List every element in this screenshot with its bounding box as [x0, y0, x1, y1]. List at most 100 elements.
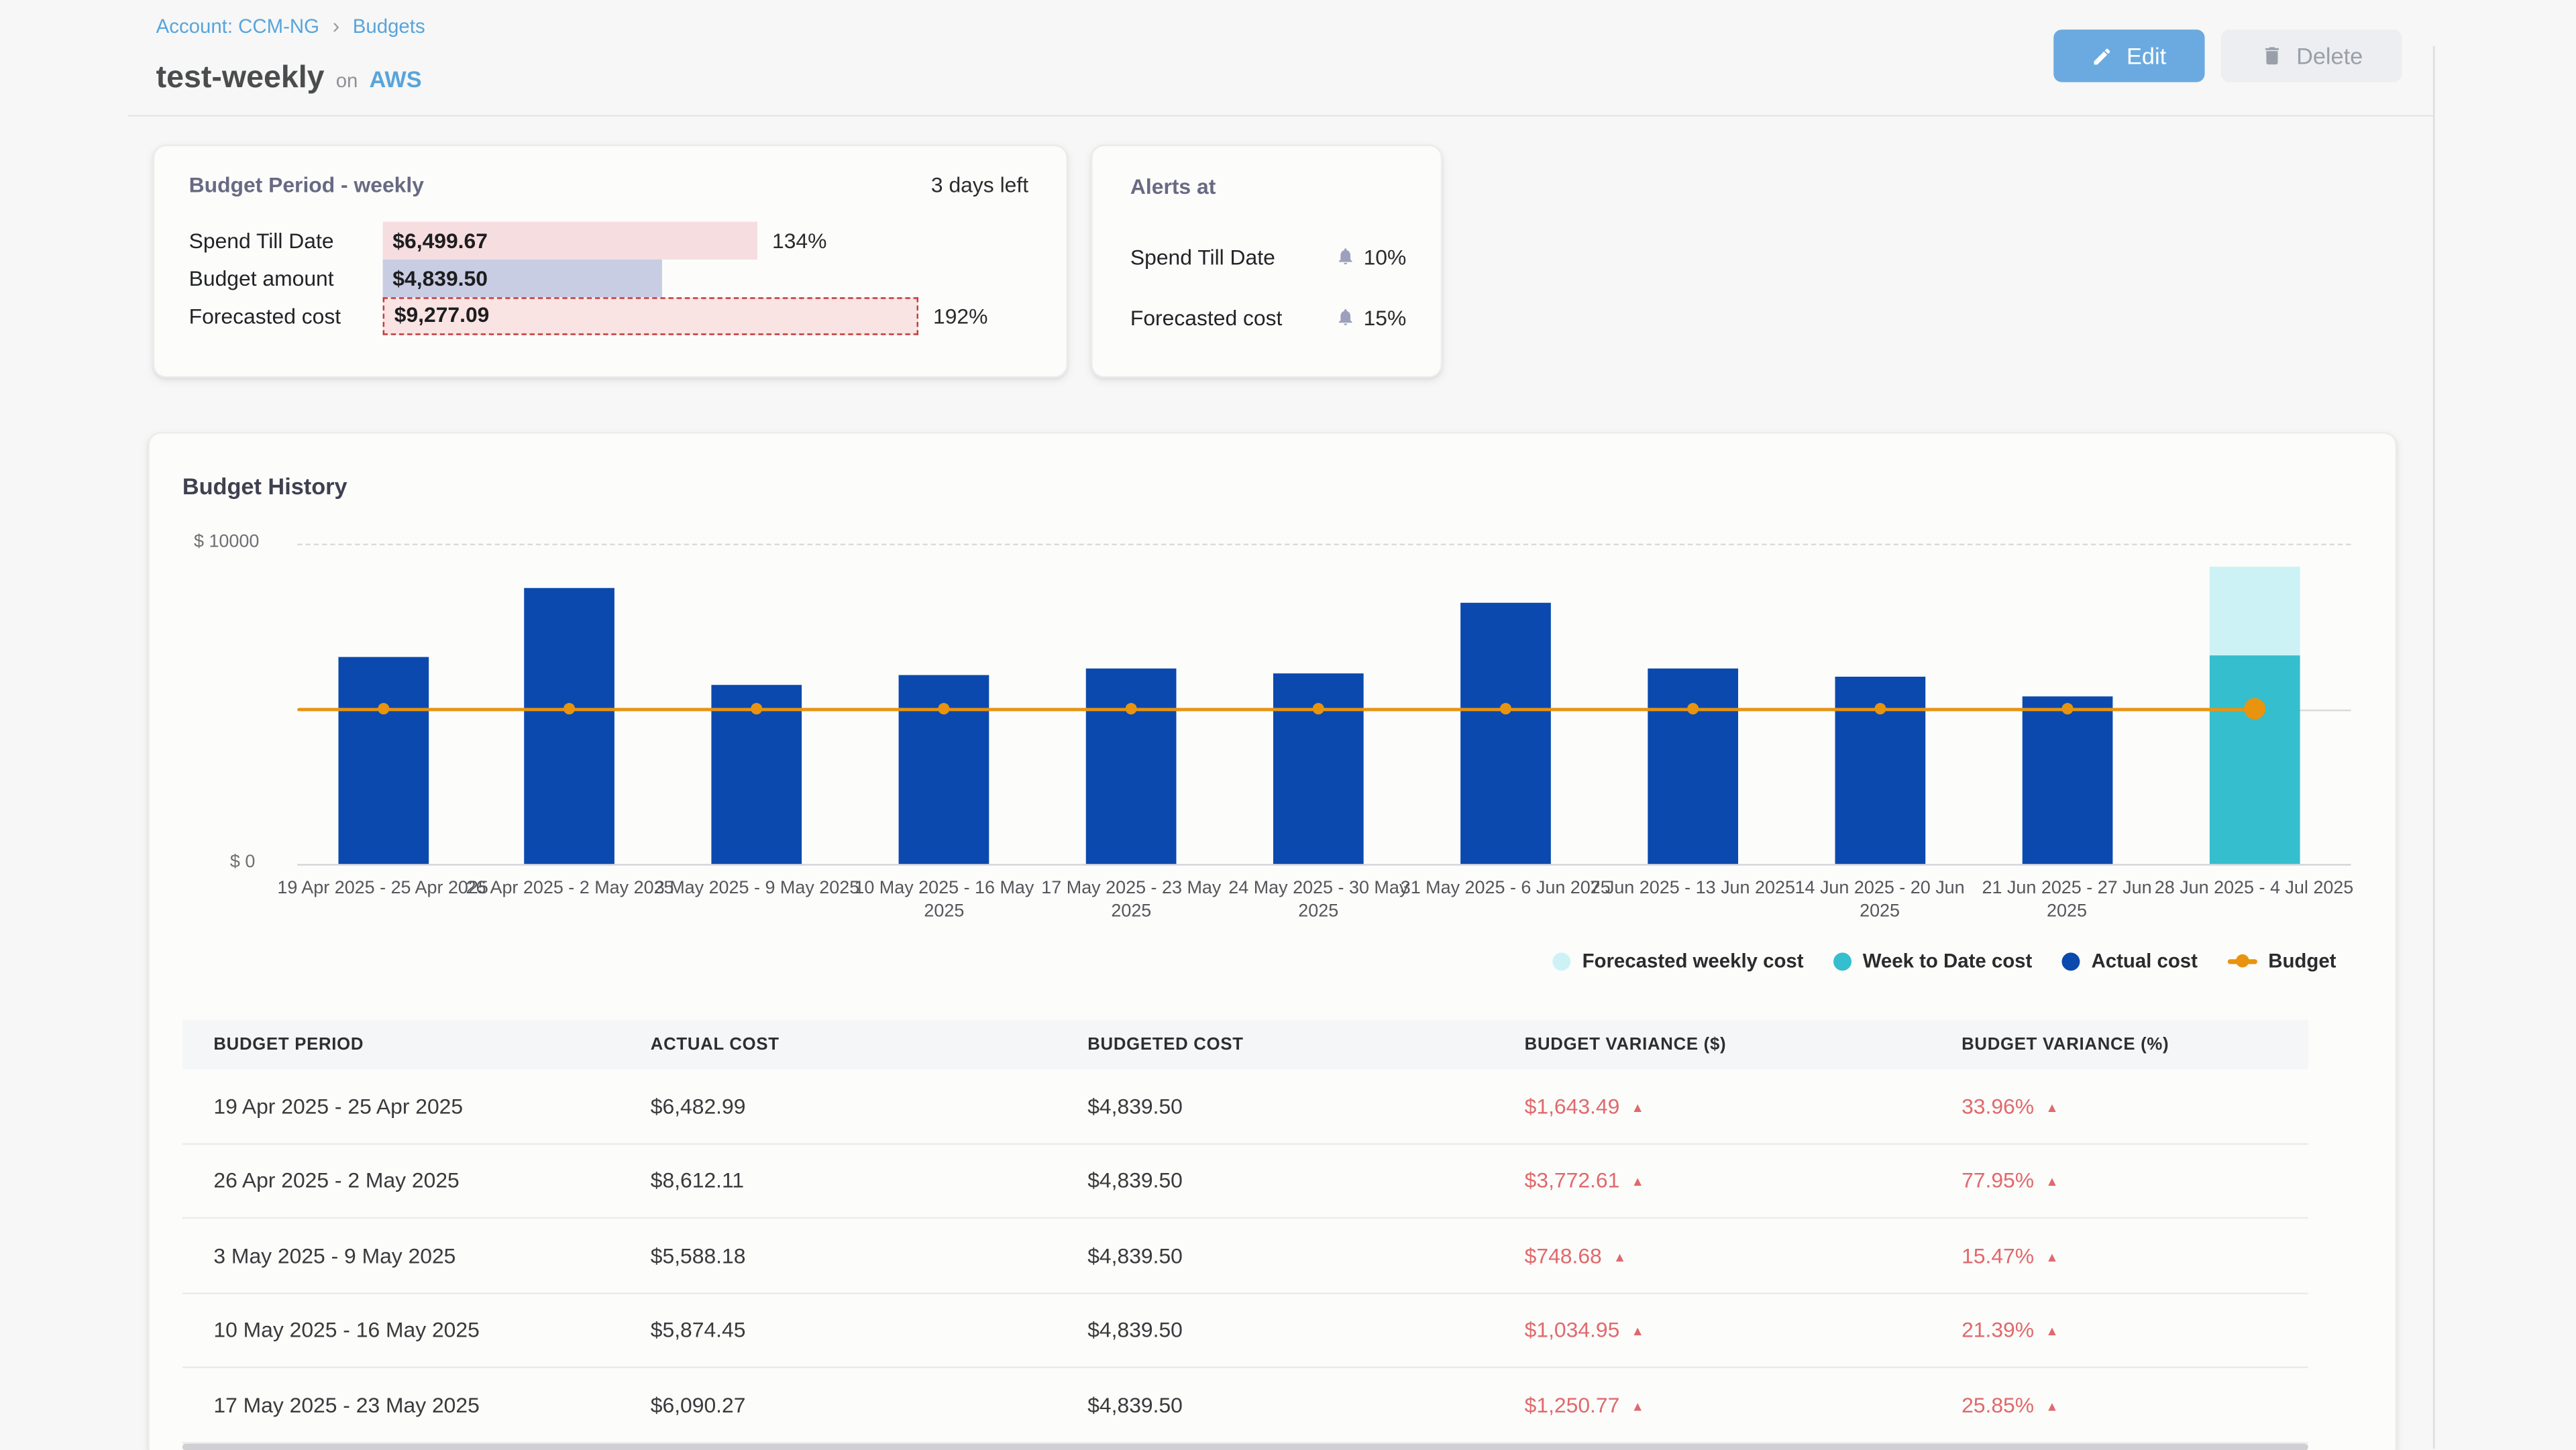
- delete-button[interactable]: Delete: [2221, 30, 2402, 82]
- forecasted-cost-bar: $9,277.09: [383, 297, 918, 335]
- y-axis-max-label: $ 10000: [194, 532, 296, 551]
- variance-cell: $3,772.61▲: [1493, 1168, 1930, 1193]
- edit-button[interactable]: Edit: [2053, 30, 2204, 82]
- variance-up-triangle-icon: ▲: [2045, 1249, 2058, 1264]
- alert-spend-label: Spend Till Date: [1130, 244, 1336, 269]
- spend-till-date-label: Spend Till Date: [189, 228, 383, 253]
- actual-cost-bar[interactable]: [337, 657, 428, 865]
- table-cell: $6,090.27: [619, 1392, 1056, 1417]
- actual-cost-bar[interactable]: [1648, 669, 1738, 864]
- alert-row-spend: Spend Till Date 10%: [1130, 241, 1406, 271]
- x-axis-label: 31 May 2025 - 6 Jun 2025: [1399, 877, 1612, 900]
- y-axis-min-label: $ 0: [230, 852, 332, 872]
- budget-detail-page: Account: CCM-NG › Budgets test-weekly on…: [0, 0, 2576, 1449]
- legend-item-forecasted-weekly-cost[interactable]: Forecasted weekly cost: [1553, 950, 1804, 972]
- gridline-10000: [297, 544, 2351, 545]
- legend-dot-week-to-date: [1833, 952, 1851, 970]
- delete-button-label: Delete: [2296, 43, 2363, 69]
- budget-line-point: [1687, 703, 1699, 714]
- provider-label: AWS: [370, 66, 422, 92]
- variance-cell: $1,034.95▲: [1493, 1318, 1930, 1343]
- page-title-row: test-weekly on AWS: [156, 61, 422, 97]
- legend-item-week-to-date-cost[interactable]: Week to Date cost: [1833, 950, 2033, 972]
- variance-cell: 77.95%▲: [1931, 1168, 2308, 1193]
- on-label: on: [336, 69, 358, 92]
- legend-label-actual: Actual cost: [2092, 950, 2198, 972]
- variance-up-triangle-icon: ▲: [2045, 1324, 2058, 1339]
- alert-forecast-label: Forecasted cost: [1130, 304, 1336, 329]
- x-axis-label: 10 May 2025 - 16 May 2025: [837, 877, 1051, 924]
- variance-up-triangle-icon: ▲: [1631, 1175, 1644, 1190]
- table-cell: $4,839.50: [1057, 1392, 1493, 1417]
- variance-up-triangle-icon: ▲: [2045, 1175, 2058, 1190]
- table-cell: $5,874.45: [619, 1318, 1056, 1343]
- budget-amount-value: $4,839.50: [392, 260, 488, 297]
- column-header-actual-cost: ACTUAL COST: [619, 1035, 1056, 1054]
- alerts-card: Alerts at Spend Till Date 10% Forecasted…: [1091, 145, 1442, 378]
- table-cell: 19 Apr 2025 - 25 Apr 2025: [182, 1093, 619, 1118]
- variance-cell: 15.47%▲: [1931, 1243, 2308, 1268]
- variance-up-triangle-icon: ▲: [1631, 1399, 1644, 1414]
- forecasted-cost-label: Forecasted cost: [189, 304, 383, 329]
- alert-row-forecast: Forecasted cost 15%: [1130, 302, 1406, 332]
- budget-line-point: [1874, 703, 1886, 714]
- x-axis-label: 24 May 2025 - 30 May 2025: [1212, 877, 1425, 924]
- chart-legend: Forecasted weekly cost Week to Date cost…: [1553, 946, 2337, 976]
- legend-item-actual-cost[interactable]: Actual cost: [2061, 950, 2198, 972]
- header-actions: Edit Delete: [2053, 30, 2402, 82]
- table-horizontal-scrollbar[interactable]: [182, 1444, 2308, 1450]
- alert-spend-threshold: 10%: [1364, 244, 1407, 269]
- budget-history-table: BUDGET PERIOD ACTUAL COST BUDGETED COST …: [182, 1020, 2308, 1443]
- breadcrumb-budgets-link[interactable]: Budgets: [353, 15, 425, 38]
- legend-label-forecasted: Forecasted weekly cost: [1582, 950, 1804, 972]
- variance-up-triangle-icon: ▲: [2045, 1399, 2058, 1414]
- forecasted-cost-value: $9,277.09: [394, 299, 490, 332]
- legend-item-budget[interactable]: Budget: [2227, 950, 2336, 972]
- x-axis-label: 3 May 2025 - 9 May 2025: [650, 877, 863, 900]
- variance-up-triangle-icon: ▲: [2045, 1100, 2058, 1115]
- spend-till-date-value: $6,499.67: [392, 222, 488, 260]
- column-header-budget-period: BUDGET PERIOD: [182, 1035, 619, 1054]
- table-row: 26 Apr 2025 - 2 May 2025$8,612.11$4,839.…: [182, 1144, 2308, 1219]
- actual-cost-bar[interactable]: [1460, 602, 1551, 864]
- breadcrumb-account-link[interactable]: Account: CCM-NG: [156, 15, 319, 38]
- table-cell: $4,839.50: [1057, 1168, 1493, 1193]
- column-header-budget-variance-pct: BUDGET VARIANCE (%): [1931, 1035, 2308, 1054]
- breadcrumb: Account: CCM-NG › Budgets: [156, 15, 425, 38]
- edit-button-label: Edit: [2127, 43, 2166, 69]
- x-axis-label: 28 Jun 2025 - 4 Jul 2025: [2147, 877, 2361, 900]
- chart-title: Budget History: [182, 473, 347, 499]
- forecasted-weekly-cost-bar[interactable]: [2209, 567, 2300, 656]
- actual-cost-bar[interactable]: [1273, 673, 1364, 864]
- table-cell: 3 May 2025 - 9 May 2025: [182, 1243, 619, 1268]
- variance-cell: 25.85%▲: [1931, 1392, 2308, 1417]
- variance-cell: $748.68▲: [1493, 1243, 1930, 1268]
- week-to-date-cost-bar[interactable]: [2209, 656, 2300, 864]
- alert-forecast-threshold: 15%: [1364, 304, 1407, 329]
- actual-cost-bar[interactable]: [525, 588, 615, 864]
- bell-icon: [1336, 307, 1355, 327]
- budget-period-title: Budget Period - weekly: [189, 172, 424, 197]
- budget-line-point: [1500, 703, 1511, 714]
- actual-cost-bar[interactable]: [2022, 696, 2112, 864]
- trash-icon: [2260, 44, 2283, 67]
- variance-cell: $1,250.77▲: [1493, 1392, 1930, 1417]
- table-cell: 17 May 2025 - 23 May 2025: [182, 1392, 619, 1417]
- spend-till-date-bar: $6,499.67: [383, 222, 757, 260]
- variance-cell: $1,643.49▲: [1493, 1093, 1930, 1118]
- table-cell: 10 May 2025 - 16 May 2025: [182, 1318, 619, 1343]
- actual-cost-bar[interactable]: [1086, 669, 1177, 864]
- budget-period-card: Budget Period - weekly 3 days left Spend…: [153, 145, 1068, 378]
- legend-dot-actual: [2061, 952, 2080, 970]
- bell-icon: [1336, 246, 1355, 266]
- legend-budget-line-marker: [2227, 958, 2257, 963]
- variance-up-triangle-icon: ▲: [1613, 1249, 1626, 1264]
- legend-label-budget: Budget: [2268, 950, 2336, 972]
- x-axis-line: [297, 864, 2351, 865]
- table-cell: $4,839.50: [1057, 1093, 1493, 1118]
- table-cell: 26 Apr 2025 - 2 May 2025: [182, 1168, 619, 1193]
- table-row: 19 Apr 2025 - 25 Apr 2025$6,482.99$4,839…: [182, 1069, 2308, 1144]
- x-axis-label: 7 Jun 2025 - 13 Jun 2025: [1586, 877, 1799, 900]
- table-cell: $8,612.11: [619, 1168, 1056, 1193]
- header-divider: [128, 115, 2433, 116]
